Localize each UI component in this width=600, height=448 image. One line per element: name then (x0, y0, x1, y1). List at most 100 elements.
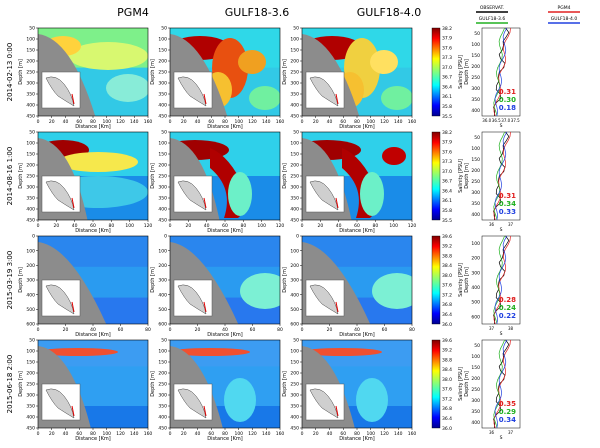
y-tick-label: 150 (26, 152, 35, 158)
y-tick-label: 350 (158, 92, 167, 98)
y-tick-label: 300 (26, 81, 35, 87)
x-tick-label: 120 (408, 223, 417, 229)
inset-map-coastline (45, 76, 75, 107)
x-tick-label: 100 (234, 431, 243, 437)
profile-panel-r1: 50 100 150 200 250 300 350 400 Depth [m] 36.0 36.5… (464, 27, 521, 129)
profile-x-axis-label: S (500, 331, 503, 337)
y-tick-label: 300 (290, 81, 299, 87)
x-tick-label: 0 (169, 223, 172, 229)
inset-map-transect (203, 93, 207, 105)
y-tick-label: 300 (158, 185, 167, 191)
y-tick-label: 250 (26, 382, 35, 388)
y-tick-label: 200 (158, 163, 167, 169)
colorbar-tick-label: 35.5 (442, 218, 452, 224)
x-axis-label: Distance [Km] (75, 228, 111, 234)
x-tick-label: 40 (222, 327, 228, 333)
inset-map-transect (71, 93, 75, 105)
profile-y-tick-label: 200 (471, 64, 480, 70)
profile-frame (481, 339, 521, 429)
y-tick-label: 500 (158, 307, 167, 313)
profile-line-pgm4 (493, 27, 511, 117)
profile-y-tick-label: 300 (471, 86, 480, 92)
x-tick-label: 80 (277, 327, 283, 333)
field-patch (68, 42, 148, 70)
colorbar-gradient (431, 131, 441, 221)
x-axis-label: Distance [Km] (339, 124, 375, 130)
legend-label-gulf1836: GULF18-3.6 (479, 16, 506, 22)
x-tick-label: 20 (185, 223, 191, 229)
x-tick-label: 80 (90, 431, 96, 437)
x-axis-label: Distance [Km] (339, 228, 375, 234)
inset-map-coastline (309, 180, 339, 211)
profile-y-tick-label: 50 (474, 343, 480, 349)
profile-line-gulf1836 (493, 339, 505, 429)
y-tick-label: 50 (161, 338, 167, 344)
profile-y-tick-label: 100 (471, 241, 480, 247)
profile-x-tick-label: 37.5 (511, 118, 520, 123)
colorbar-tick-label: 36.1 (442, 198, 452, 204)
y-tick-label: 150 (26, 48, 35, 54)
profile-frame (481, 131, 521, 221)
profile-y-tick-label: 350 (471, 409, 480, 415)
y-axis-label: Depth [m] (18, 267, 24, 293)
y-tick-label: 300 (158, 278, 167, 284)
y-tick-label: 400 (290, 103, 299, 109)
y-tick-label: 450 (290, 218, 299, 224)
field-surface-layer (302, 348, 382, 356)
colorbar-tick-label: 36.4 (442, 312, 452, 318)
x-tick-label: 60 (90, 223, 96, 229)
x-tick-label: 60 (76, 431, 82, 437)
profile-y-tick-label: 50 (474, 31, 480, 37)
inset-map-transect (203, 405, 207, 417)
profile-x-tick-label: 36.5 (492, 118, 501, 123)
y-tick-label: 0 (164, 234, 167, 240)
row-label-3: 2015-03-19 3:00 (6, 251, 14, 310)
colorbar-label: Salinity [PSU] (458, 55, 464, 89)
x-tick-label: 120 (116, 431, 125, 437)
x-tick-label: 40 (204, 223, 210, 229)
y-tick-label: 350 (26, 92, 35, 98)
x-tick-label: 80 (108, 223, 114, 229)
y-tick-label: 100 (158, 37, 167, 43)
x-tick-label: 40 (63, 119, 69, 125)
y-tick-label: 400 (290, 415, 299, 421)
y-tick-label: 200 (290, 163, 299, 169)
x-tick-label: 80 (354, 119, 360, 125)
panel-r3-pgm4: 0 20 40 60 80 0 100 200 300 400 500 600 Distance [Km… (18, 234, 151, 338)
profile-y-tick-label: 200 (471, 168, 480, 174)
y-tick-label: 100 (158, 248, 167, 254)
y-tick-label: 100 (26, 141, 35, 147)
colorbar-tick-label: 39.2 (442, 244, 452, 250)
y-tick-label: 50 (161, 130, 167, 136)
y-tick-label: 400 (158, 103, 167, 109)
x-tick-label: 100 (102, 119, 111, 125)
x-tick-label: 20 (313, 431, 319, 437)
profile-y-tick-label: 150 (471, 157, 480, 163)
x-tick-label: 60 (340, 119, 346, 125)
y-axis-label: Depth [m] (18, 371, 24, 397)
profile-line-gulf1840 (494, 27, 508, 117)
x-axis-label: Distance [Km] (207, 332, 243, 338)
y-tick-label: 50 (161, 26, 167, 32)
field-patch (372, 273, 412, 309)
profile-y-axis-label: Depth [m] (464, 267, 470, 293)
x-tick-label: 0 (37, 327, 40, 333)
colorbar-tick-label: 37.6 (442, 387, 452, 393)
x-tick-label: 140 (262, 431, 271, 437)
profile-y-tick-label: 400 (471, 420, 480, 426)
y-tick-label: 400 (158, 292, 167, 298)
x-axis-label: Distance [Km] (339, 332, 375, 338)
y-tick-label: 200 (26, 263, 35, 269)
profile-y-tick-label: 400 (471, 108, 480, 114)
inset-map-coastline (45, 388, 75, 419)
x-tick-label: 60 (382, 327, 388, 333)
y-tick-label: 150 (290, 48, 299, 54)
profile-x-tick-label: 37 (508, 430, 514, 435)
y-tick-label: 350 (290, 196, 299, 202)
y-axis-label: Depth [m] (150, 163, 156, 189)
y-tick-label: 150 (158, 152, 167, 158)
inset-map-transect (335, 405, 339, 417)
colorbar-tick-label: 37.6 (442, 45, 452, 51)
field-patch (240, 273, 280, 309)
y-axis-label: Depth [m] (18, 163, 24, 189)
